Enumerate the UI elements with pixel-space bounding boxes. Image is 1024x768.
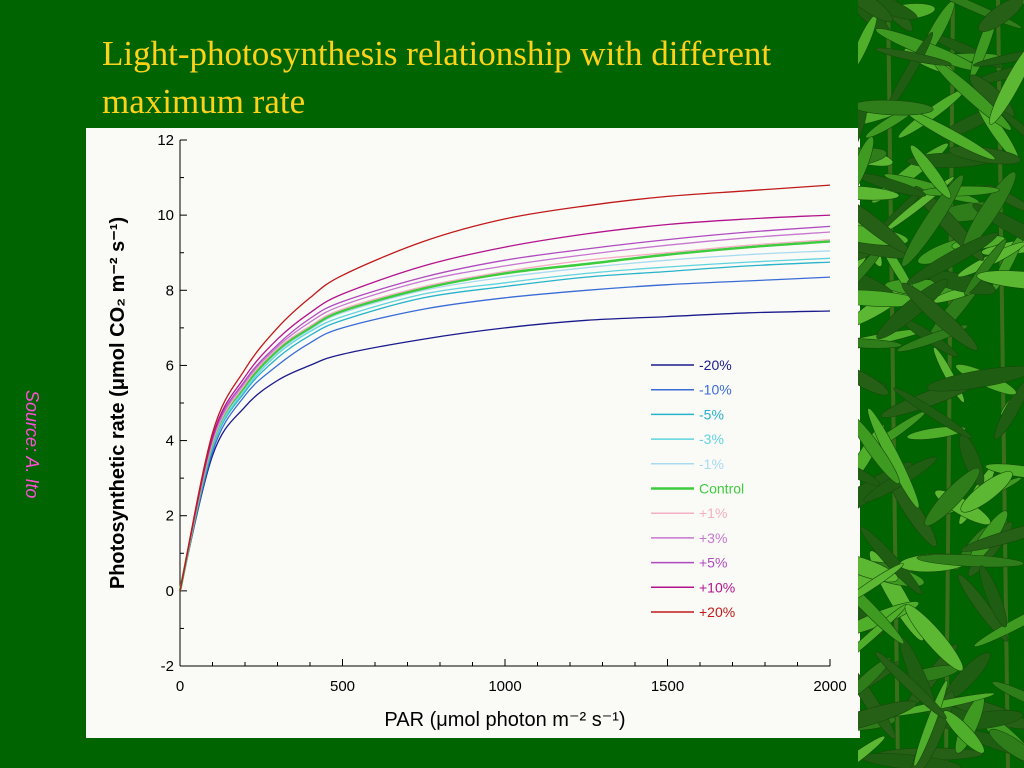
bamboo-leaf — [901, 282, 978, 351]
bamboo-leaf — [979, 565, 1008, 628]
legend-label-2: -5% — [699, 406, 724, 422]
bamboo-leaf — [989, 40, 1024, 125]
series-line-2 — [179, 261, 831, 592]
bamboo-leaf — [910, 144, 952, 199]
bamboo-leaf — [875, 47, 952, 66]
x-tick-label: 1500 — [651, 678, 684, 695]
series-line-4 — [179, 250, 831, 592]
bamboo-leaf — [858, 172, 927, 197]
bamboo-leaf — [906, 232, 999, 285]
bamboo-leaf — [858, 0, 893, 23]
legend-label-10: +20% — [699, 604, 735, 620]
legend-label-3: -3% — [699, 431, 724, 447]
bamboo-leaf — [913, 680, 948, 767]
bamboo-leaf — [957, 574, 1009, 642]
title-line-1: Light-photosynthesis relationship with d… — [102, 34, 772, 73]
bamboo-leaf — [876, 278, 949, 340]
source-text: Source: A. Ito — [22, 390, 42, 499]
series-line-10 — [179, 184, 831, 592]
bamboo-leaf — [858, 185, 900, 201]
source-credit: Source: A. Ito — [22, 390, 60, 550]
legend-label-7: +3% — [699, 530, 727, 546]
bamboo-leaf — [924, 467, 980, 527]
bamboo-leaf — [860, 526, 923, 595]
y-tick-label: 2 — [166, 508, 174, 525]
bamboo-leaf — [858, 338, 903, 349]
bamboo-leaf — [989, 728, 1024, 765]
bamboo-leaf — [906, 426, 966, 440]
y-tick-label: 0 — [166, 583, 174, 600]
series-line-1 — [179, 276, 831, 592]
series-line-0 — [179, 310, 831, 592]
bamboo-leaf — [858, 136, 874, 195]
series-line-5 — [178, 240, 831, 592]
title-line-2: maximum rate — [102, 82, 306, 121]
y-tick-label: 4 — [166, 433, 174, 450]
bamboo-leaf — [964, 238, 1007, 296]
y-tick-label: 8 — [166, 282, 174, 299]
x-axis-title: PAR (μmol photon m⁻² s⁻¹) — [384, 709, 625, 731]
series-line-3 — [179, 257, 831, 592]
x-tick-label: 1000 — [488, 678, 521, 695]
bamboo-leaf — [858, 735, 886, 768]
bamboo-leaf — [973, 595, 1024, 647]
y-tick-label: 12 — [157, 132, 174, 149]
bamboo-leaf — [991, 681, 1024, 711]
legend-label-4: -1% — [699, 456, 724, 472]
series-line-7 — [179, 231, 831, 592]
bamboo-leaf — [943, 710, 985, 754]
bamboo-leaf — [858, 414, 900, 484]
bamboo-leaf — [875, 651, 947, 720]
y-tick-label: -2 — [161, 658, 174, 675]
bamboo-leaf — [904, 604, 964, 672]
y-tick-label: 10 — [157, 207, 174, 224]
bamboo-leaf — [858, 566, 905, 645]
bamboo-leaves-decoration — [858, 0, 1024, 768]
bamboo-leaf — [858, 563, 904, 605]
series-line-8 — [179, 225, 831, 592]
bamboo-leaf — [985, 463, 1024, 480]
legend-label-8: +5% — [699, 555, 727, 571]
series-line-9 — [179, 214, 831, 592]
bamboo-leaf — [960, 519, 1024, 552]
y-tick-label: 6 — [166, 357, 174, 374]
bamboo-leaf — [976, 270, 1024, 290]
chart-panel: 0 500 1000 1500 2000 -2 0 2 4 6 8 10 12 PAR (μmol pho… — [86, 128, 860, 738]
legend-label-6: +1% — [699, 505, 727, 521]
x-tick-label: 0 — [176, 678, 184, 695]
x-tick-label: 500 — [330, 678, 355, 695]
bamboo-leaf — [994, 380, 1024, 440]
legend-label-5: Control — [699, 481, 744, 497]
bamboo-leaf — [978, 0, 1024, 33]
bamboo-leaf — [960, 471, 1013, 513]
bamboo-leaf — [858, 456, 881, 486]
bamboo-leaf — [926, 365, 1024, 392]
y-axis-title: Photosynthetic rate (μmol CO₂ m⁻² s⁻¹) — [107, 217, 129, 589]
bamboo-leaf — [858, 657, 891, 704]
bamboo-leaf — [858, 366, 889, 396]
slide-title: Light-photosynthesis relationship with d… — [102, 30, 872, 126]
bamboo-leaf — [893, 387, 973, 439]
legend-label-1: -10% — [699, 382, 732, 398]
series-line-6 — [179, 238, 831, 592]
x-tick-label: 2000 — [813, 678, 846, 695]
legend-label-0: -20% — [699, 357, 732, 373]
legend-label-9: +10% — [699, 579, 735, 595]
bamboo-leaf — [858, 99, 934, 116]
bamboo-leaf — [858, 700, 917, 735]
